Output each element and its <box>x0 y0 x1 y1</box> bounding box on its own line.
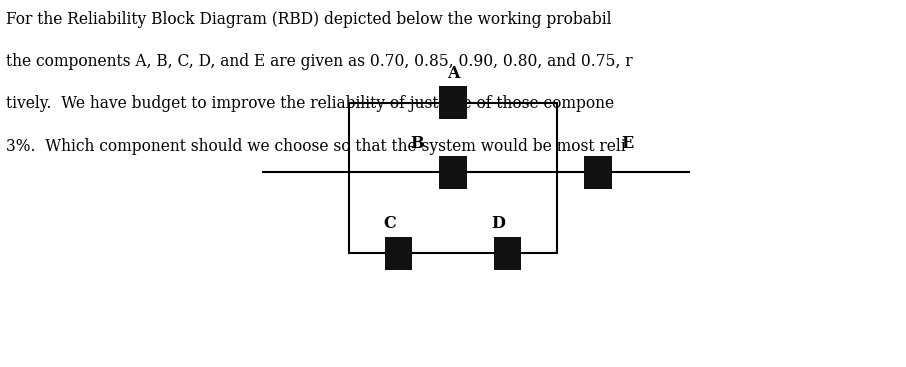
Bar <box>385 237 412 270</box>
Bar <box>439 86 467 119</box>
Text: D: D <box>491 215 506 232</box>
Text: For the Reliability Block Diagram (RBD) depicted below the working probabil: For the Reliability Block Diagram (RBD) … <box>6 11 612 28</box>
Text: 3%.  Which component should we choose so that the system would be most reli: 3%. Which component should we choose so … <box>6 138 626 155</box>
Text: B: B <box>410 135 423 152</box>
Bar <box>494 237 521 270</box>
Bar <box>584 156 612 189</box>
Text: A: A <box>447 65 459 82</box>
Text: E: E <box>621 135 633 152</box>
Text: the components A, B, C, D, and E are given as 0.70, 0.85, 0.90, 0.80, and 0.75, : the components A, B, C, D, and E are giv… <box>6 53 633 70</box>
Bar <box>439 156 467 189</box>
Text: C: C <box>383 215 396 232</box>
Text: tively.  We have budget to improve the reliability of just one of those compone: tively. We have budget to improve the re… <box>6 95 614 112</box>
